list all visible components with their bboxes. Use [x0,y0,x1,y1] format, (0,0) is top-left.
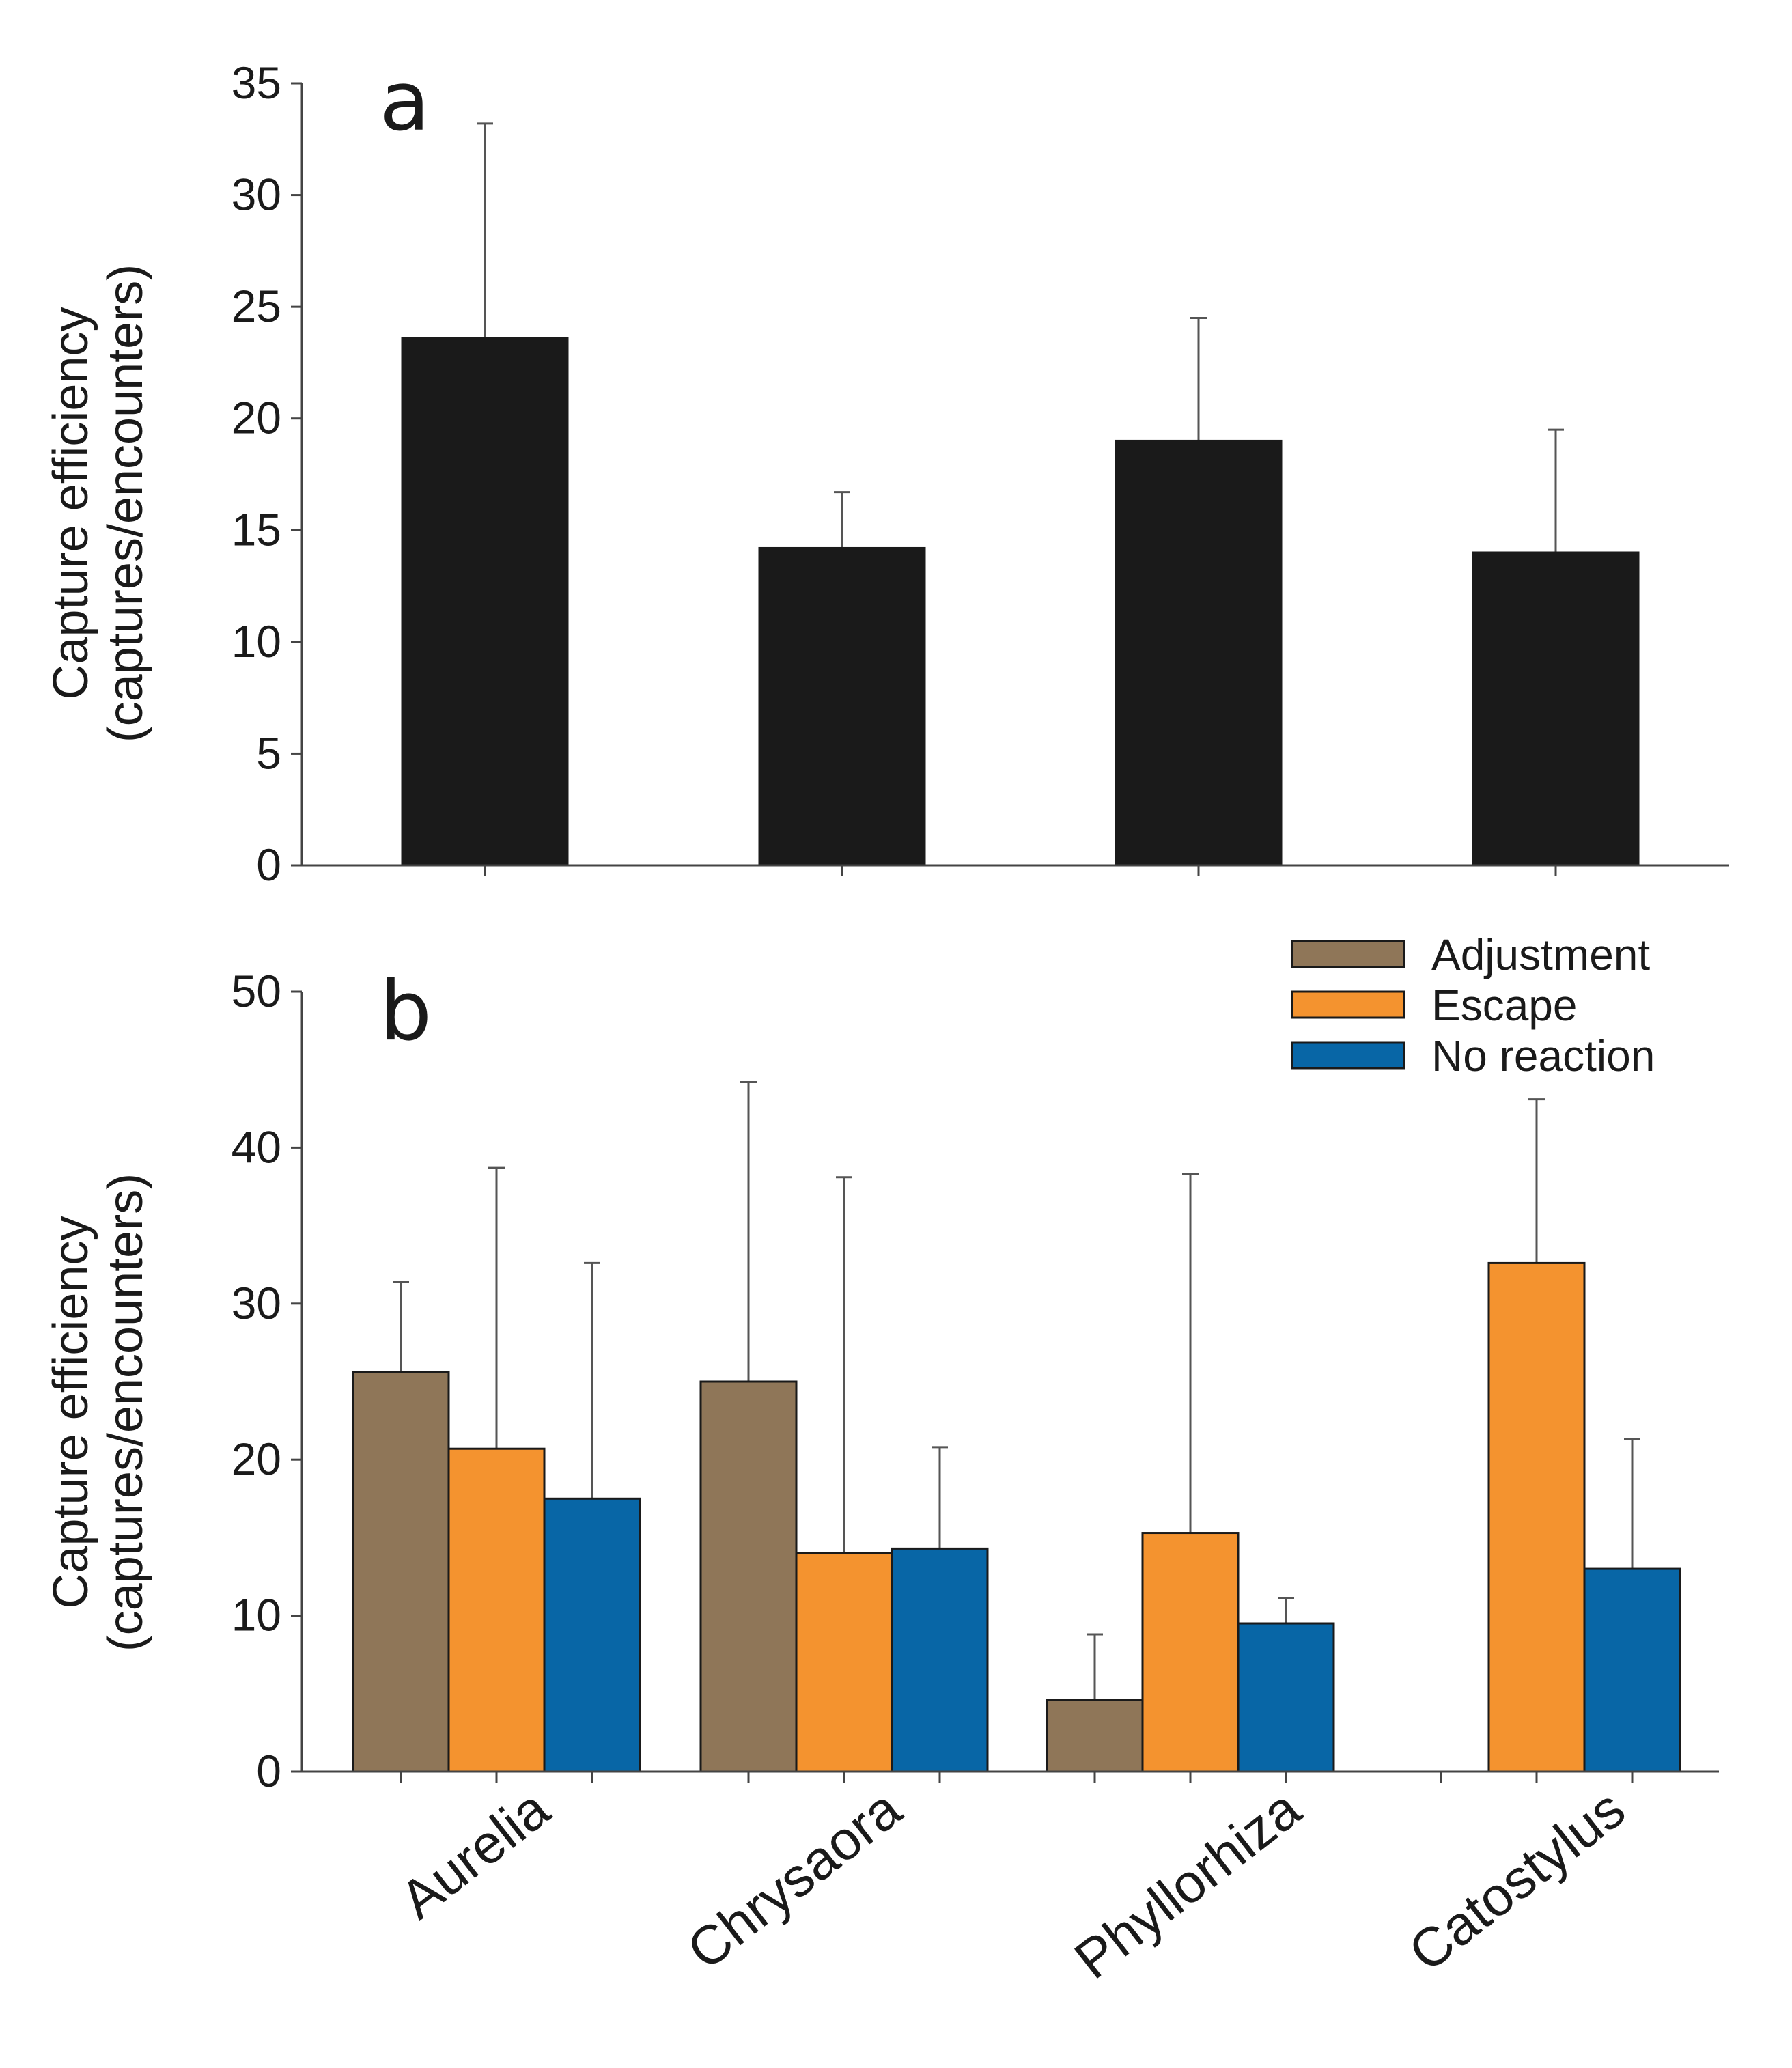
category-labels: Aurelia Chrysaora Phyllorhiza Catostylus [389,1778,1636,1990]
panel-a-bar-phyllorhiza [1115,439,1283,867]
panel-b-bar-aurelia-no-reaction [543,1497,641,1773]
panel-a-bars [401,337,1640,867]
panel-a-y-tick-label: 15 [232,504,281,555]
panel-b-y-tick-label: 20 [232,1434,281,1484]
category-label-phyllorhiza: Phyllorhiza [1063,1778,1312,1990]
panel-b-y-tick-label: 10 [232,1590,281,1640]
panel-b-bar-chrysaora-escape [795,1552,893,1773]
panel-b-y-tick-label: 0 [256,1746,281,1796]
panel-a-y-tick-label: 10 [232,616,281,667]
panel-a-bar-chrysaora [758,546,926,867]
panel-b-bar-phyllorhiza-no-reaction [1237,1622,1335,1773]
panel-b-bar-chrysaora-adjustment [699,1380,798,1773]
legend-label-no-reaction: No reaction [1431,1031,1655,1080]
category-label-chrysaora: Chrysaora [676,1778,912,1981]
panel-a-x-ticks [484,865,1557,876]
panel-a-ylabel-line1: Capture efficiency [44,307,98,700]
panel-b-y-tick-label: 50 [232,966,281,1016]
panel-a-ylabel-line2: (captures/encounters) [98,264,153,742]
panel-b-bar-catostylus-escape [1487,1261,1586,1773]
legend-swatch-no-reaction [1291,1041,1405,1070]
panel-a-y-tick-label: 5 [256,727,281,778]
legend-label-adjustment: Adjustment [1431,930,1650,979]
panel-b-bar-aurelia-adjustment [352,1371,450,1773]
panel-a-y-tick-label: 25 [232,281,281,331]
legend-swatch-escape [1291,990,1405,1019]
panel-a-y-tick-label: 30 [232,169,281,220]
panel-b-y-tick-label: 30 [232,1278,281,1328]
panel-b-bar-catostylus-no-reaction [1583,1567,1681,1773]
panel-a: a Capture efficiency (captures/encounter… [44,55,1729,890]
panel-b-y-ticks: 0 10 20 30 40 50 [232,966,302,1796]
panel-b-error-bars [393,1080,1640,1700]
panel-b-bar-phyllorhiza-adjustment [1046,1699,1144,1773]
category-label-aurelia: Aurelia [389,1778,560,1931]
panel-a-ylabel: Capture efficiency (captures/encounters) [44,264,153,742]
panel-a-bar-aurelia [401,337,569,867]
panel-a-y-tick-label: 20 [232,393,281,443]
panel-b-x-ticks [400,1772,1634,1783]
panel-b-ylabel-line1: Capture efficiency [44,1216,98,1609]
legend-label-escape: Escape [1431,981,1577,1030]
panel-a-letter: a [380,55,430,150]
legend: Adjustment Escape No reaction [1291,930,1655,1080]
panel-b-ylabel-line2: (captures/encounters) [98,1173,153,1651]
legend-swatch-adjustment [1291,940,1405,968]
panel-a-bar-catostylus [1472,551,1640,867]
panel-b-bar-aurelia-escape [447,1447,546,1773]
panel-b-bar-chrysaora-no-reaction [891,1547,989,1773]
panel-a-error-bars [477,122,1564,553]
panel-a-y-ticks: 0 5 10 15 20 25 30 35 [232,57,302,890]
panel-b: b Capture efficiency (captures/encounter… [44,930,1719,1990]
panel-b-bar-phyllorhiza-escape [1141,1532,1240,1773]
panel-a-y-tick-label: 0 [256,839,281,890]
panel-b-bars [352,1261,1681,1773]
panel-b-y-tick-label: 40 [232,1121,281,1172]
panel-b-letter: b [380,964,432,1059]
panel-a-y-tick-label: 35 [232,57,281,108]
panel-b-ylabel: Capture efficiency (captures/encounters) [44,1173,153,1651]
category-label-catostylus: Catostylus [1397,1778,1636,1983]
